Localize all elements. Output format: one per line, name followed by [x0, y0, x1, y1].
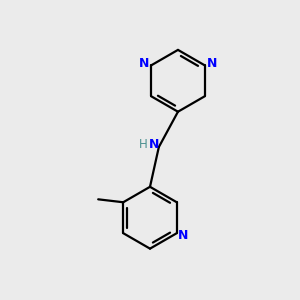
Text: H: H — [139, 138, 148, 151]
Text: N: N — [178, 229, 188, 242]
Text: N: N — [207, 57, 217, 70]
Text: N: N — [139, 57, 149, 70]
Text: N: N — [149, 138, 160, 151]
